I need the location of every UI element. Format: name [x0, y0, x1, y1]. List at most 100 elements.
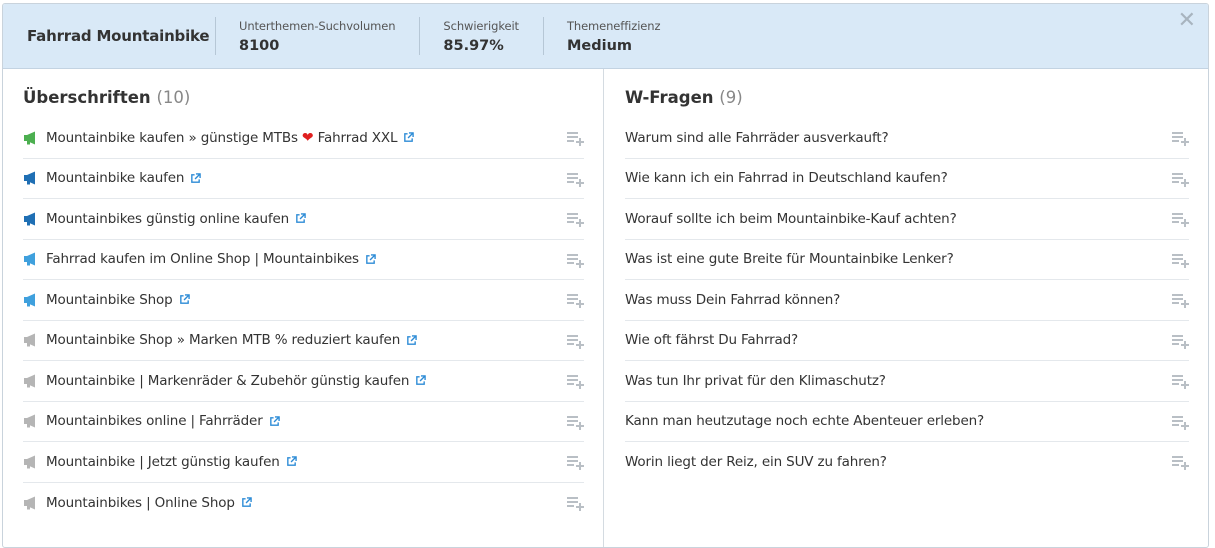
question-text: Warum sind alle Fahrräder ausverkauft?	[625, 129, 889, 146]
question-row: Worin liegt der Reiz, ein SUV zu fahren?	[625, 442, 1189, 483]
topic-card: Fahrrad Mountainbike Unterthemen-Suchvol…	[2, 3, 1209, 548]
heading-text: Mountainbike Shop	[46, 291, 173, 308]
external-link-icon[interactable]	[241, 497, 252, 508]
add-to-list-icon[interactable]	[567, 253, 584, 268]
question-text: Kann man heutzutage noch echte Abenteuer…	[625, 413, 985, 430]
question-row: Wie kann ich ein Fahrrad in Deutschland …	[625, 159, 1189, 199]
heading-text: Mountainbikes online | Fahrräder	[46, 413, 263, 430]
metric-efficiency: Themeneffizienz Medium	[544, 19, 684, 54]
questions-title-text: W-Fragen	[625, 88, 714, 107]
heading-text: Mountainbike kaufen » günstige MTBs	[46, 129, 298, 146]
question-row: Wie oft fährst Du Fahrrad?	[625, 321, 1189, 361]
headings-panel: Überschriften (10) Mountainbike kaufen »…	[3, 69, 604, 547]
question-row: Was ist eine gute Breite für Mountainbik…	[625, 240, 1189, 280]
megaphone-icon	[24, 293, 35, 307]
heading-row: Mountainbike | Jetzt günstig kaufen	[23, 442, 584, 483]
heading-text: Mountainbikes günstig online kaufen	[46, 210, 290, 227]
add-to-list-icon[interactable]	[567, 293, 584, 308]
question-text: Wie oft fährst Du Fahrrad?	[625, 332, 799, 349]
question-row: Kann man heutzutage noch echte Abenteuer…	[625, 402, 1189, 442]
question-row: Warum sind alle Fahrräder ausverkauft?	[625, 118, 1189, 159]
heading-row: Mountainbikes günstig online kaufen	[23, 199, 584, 240]
headings-title: Überschriften (10)	[23, 88, 584, 112]
metric-label: Unterthemen-Suchvolumen	[239, 18, 396, 33]
headings-title-text: Überschriften	[23, 88, 151, 107]
add-to-list-icon[interactable]	[567, 415, 584, 430]
add-to-list-icon[interactable]	[1172, 253, 1189, 268]
add-to-list-icon[interactable]	[1172, 212, 1189, 227]
external-link-icon[interactable]	[190, 172, 202, 184]
question-row: Worauf sollte ich beim Mountainbike-Kauf…	[625, 199, 1189, 240]
add-to-list-icon[interactable]	[567, 334, 584, 349]
heading-row: Mountainbikes online | Fahrräder	[23, 402, 584, 442]
headings-count: (10)	[156, 88, 191, 107]
metric-difficulty: Schwierigkeit 85.97%	[420, 19, 543, 54]
external-link-icon[interactable]	[403, 132, 415, 143]
heading-row: Mountainbikes | Online Shop	[23, 483, 584, 524]
add-to-list-icon[interactable]	[567, 496, 584, 511]
question-row: Was muss Dein Fahrrad können?	[625, 280, 1189, 321]
megaphone-icon	[24, 374, 35, 388]
metric-value: 8100	[239, 37, 280, 54]
add-to-list-icon[interactable]	[567, 172, 584, 187]
heading-text: Mountainbike kaufen	[46, 170, 185, 187]
question-text: Was muss Dein Fahrrad können?	[625, 291, 841, 308]
heading-text: Mountainbikes | Online Shop	[46, 494, 235, 511]
question-row: Was tun Ihr privat für den Klimaschutz?	[625, 361, 1189, 402]
heading-text: Mountainbike | Jetzt günstig kaufen	[46, 453, 280, 470]
heading-row: Mountainbike kaufen » günstige MTBs ❤ Fahr…	[23, 118, 584, 159]
heading-text: Mountainbike | Markenräder & Zubehör gün…	[46, 372, 410, 389]
questions-list: Warum sind alle Fahrräder ausverkauft? Wi…	[625, 118, 1189, 483]
metric-search-volume: Unterthemen-Suchvolumen 8100	[216, 19, 419, 54]
headings-list: Mountainbike kaufen » günstige MTBs ❤ Fahr…	[23, 118, 584, 523]
metric-value: Medium	[566, 37, 632, 54]
question-text: Wie kann ich ein Fahrrad in Deutschland …	[625, 170, 948, 187]
add-to-list-icon[interactable]	[1172, 455, 1189, 470]
add-to-list-icon[interactable]	[1172, 131, 1189, 146]
heading-text: Fahrrad kaufen im Online Shop | Mountain…	[46, 251, 359, 268]
megaphone-icon	[24, 171, 35, 185]
heading-row: Mountainbike Shop	[23, 280, 584, 321]
question-text: Worin liegt der Reiz, ein SUV zu fahren?	[625, 454, 887, 471]
heading-row: Fahrrad kaufen im Online Shop | Mountain…	[23, 240, 584, 280]
add-to-list-icon[interactable]	[567, 455, 584, 470]
heart-icon: ❤	[301, 129, 314, 146]
external-link-icon[interactable]	[365, 253, 376, 265]
heading-text-suffix: Fahrrad XXL	[317, 129, 398, 146]
external-link-icon[interactable]	[269, 415, 280, 427]
add-to-list-icon[interactable]	[1172, 172, 1189, 187]
questions-panel: W-Fragen (9) Warum sind alle Fahrräder a…	[604, 69, 1208, 547]
megaphone-icon	[24, 414, 35, 428]
divider	[215, 17, 216, 55]
external-link-icon[interactable]	[415, 375, 427, 386]
question-text: Was tun Ihr privat für den Klimaschutz?	[625, 372, 886, 389]
add-to-list-icon[interactable]	[1172, 334, 1189, 349]
external-link-icon[interactable]	[286, 456, 297, 467]
megaphone-icon	[24, 131, 35, 145]
heading-row: Mountainbike Shop » Marken MTB % reduzie…	[23, 321, 584, 361]
topic-header: Fahrrad Mountainbike Unterthemen-Suchvol…	[3, 4, 1208, 69]
add-to-list-icon[interactable]	[567, 374, 584, 389]
add-to-list-icon[interactable]	[1172, 415, 1189, 430]
megaphone-icon	[24, 496, 35, 510]
question-text: Worauf sollte ich beim Mountainbike-Kauf…	[625, 210, 957, 227]
questions-count: (9)	[719, 88, 743, 107]
add-to-list-icon[interactable]	[567, 212, 584, 227]
heading-row: Mountainbike kaufen	[23, 159, 584, 199]
megaphone-icon	[24, 252, 35, 266]
external-link-icon[interactable]	[179, 294, 190, 305]
heading-text: Mountainbike Shop » Marken MTB % reduzie…	[46, 332, 401, 349]
close-icon[interactable]: ✕	[1177, 8, 1196, 33]
external-link-icon[interactable]	[295, 213, 306, 224]
external-link-icon[interactable]	[406, 334, 417, 346]
metric-value: 85.97%	[443, 37, 504, 54]
megaphone-icon	[24, 455, 35, 469]
add-to-list-icon[interactable]	[567, 131, 584, 146]
add-to-list-icon[interactable]	[1172, 293, 1189, 308]
questions-title: W-Fragen (9)	[625, 88, 1189, 112]
add-to-list-icon[interactable]	[1172, 374, 1189, 389]
megaphone-icon	[24, 212, 35, 226]
divider	[419, 17, 421, 55]
heading-row: Mountainbike | Markenräder & Zubehör gün…	[23, 361, 584, 402]
topic-title: Fahrrad Mountainbike	[27, 27, 210, 45]
